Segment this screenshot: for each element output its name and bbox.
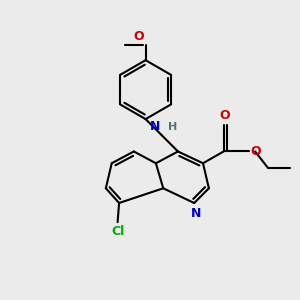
Text: H: H (168, 122, 178, 132)
Text: N: N (150, 120, 160, 133)
Text: O: O (220, 109, 230, 122)
Text: N: N (190, 207, 201, 220)
Text: Cl: Cl (111, 225, 124, 238)
Text: O: O (134, 29, 144, 43)
Text: O: O (250, 145, 261, 158)
